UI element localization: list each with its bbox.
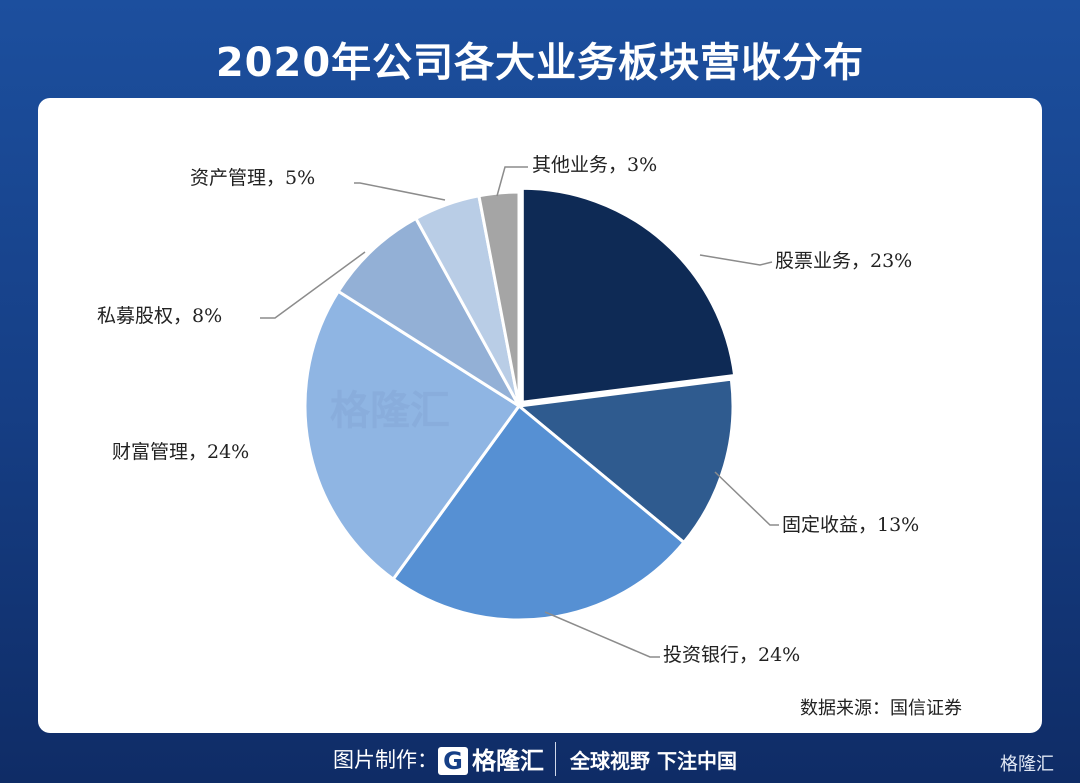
pie-slice-固定收益 — [515, 377, 735, 545]
divider — [555, 742, 556, 776]
leader-line — [699, 254, 773, 266]
leader-line — [496, 166, 528, 197]
footer-logo: G 格隆汇 — [438, 741, 544, 776]
chart-title: 2020年公司各大业务板块营收分布 — [215, 40, 865, 86]
label-pe: 私募股权，8% — [97, 305, 223, 327]
pie-slice-私募股权 — [336, 216, 521, 408]
watermark: 格隆汇 — [330, 388, 450, 434]
footer: 图片制作： G 格隆汇 全球视野 下注中国 格隆汇 — [0, 738, 1080, 783]
source-note: 数据来源：国信证券 — [800, 698, 962, 719]
leader-line — [544, 611, 660, 658]
label-stock: 股票业务，23% — [775, 250, 913, 272]
label-fixed-income: 固定收益，13% — [782, 514, 920, 536]
label-am: 资产管理，5% — [190, 167, 316, 189]
pie-slice-其他业务 — [477, 190, 521, 407]
logo-g-icon: G — [438, 747, 468, 775]
label-ib: 投资银行，24% — [663, 644, 801, 666]
pie-slice-股票业务 — [520, 186, 737, 404]
label-wealth: 财富管理，24% — [112, 441, 250, 463]
pie-slice-财富管理 — [303, 289, 522, 582]
label-other: 其他业务，3% — [532, 154, 658, 176]
corner-logo: 格隆汇 — [1000, 754, 1054, 775]
leader-line — [354, 182, 446, 201]
leader-line — [714, 471, 779, 526]
slogan: 全球视野 下注中国 — [570, 749, 737, 773]
pie-slice-投资银行 — [391, 403, 687, 622]
made-by-label: 图片制作： — [333, 748, 438, 772]
leader-line — [260, 251, 366, 319]
